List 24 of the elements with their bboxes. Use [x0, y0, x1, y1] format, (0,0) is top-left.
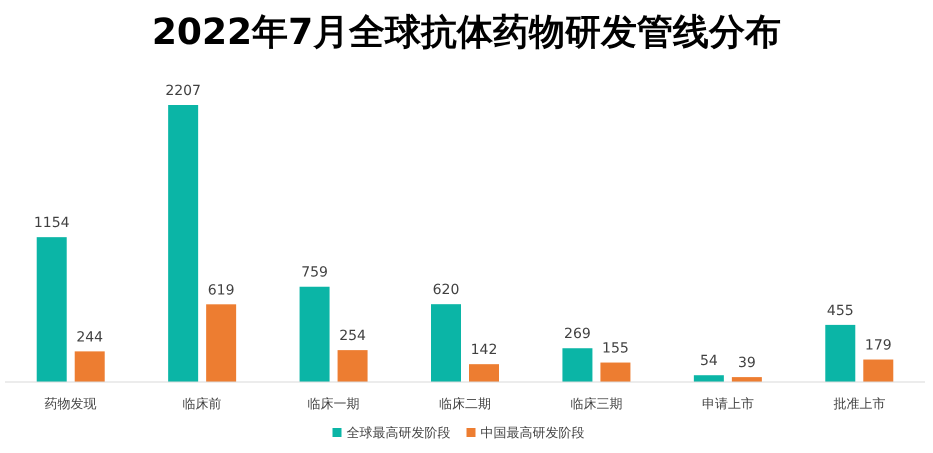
- data-label: 2207: [165, 83, 201, 99]
- data-label: 254: [339, 328, 366, 344]
- data-label: 455: [826, 302, 854, 319]
- legend-label: 全球最高研发阶段: [346, 426, 450, 441]
- x-tick-label: 临床一期: [308, 397, 360, 412]
- data-label: 155: [602, 340, 629, 357]
- legend-label: 中国最高研发阶段: [480, 426, 584, 441]
- data-label: 54: [700, 353, 718, 370]
- x-tick-label: 临床前: [182, 397, 222, 412]
- data-label: 759: [301, 264, 328, 281]
- x-tick-label: 临床二期: [439, 397, 491, 412]
- data-label: 39: [738, 355, 756, 372]
- x-tick-label: 临床三期: [570, 397, 622, 412]
- data-label: 1154: [34, 215, 70, 232]
- data-label: 179: [864, 338, 892, 354]
- data-label: 620: [432, 282, 460, 298]
- title: 2022年7月全球抗体药物研发管线分布: [152, 12, 782, 53]
- x-tick-label: 批准上市: [833, 397, 886, 412]
- x-tick-label: 申请上市: [702, 397, 754, 412]
- data-label: 244: [76, 329, 104, 346]
- data-label: 142: [470, 342, 498, 358]
- x-tick-label: 药物发现: [44, 397, 97, 412]
- data-label: 269: [564, 326, 591, 342]
- data-label: 619: [208, 282, 234, 298]
